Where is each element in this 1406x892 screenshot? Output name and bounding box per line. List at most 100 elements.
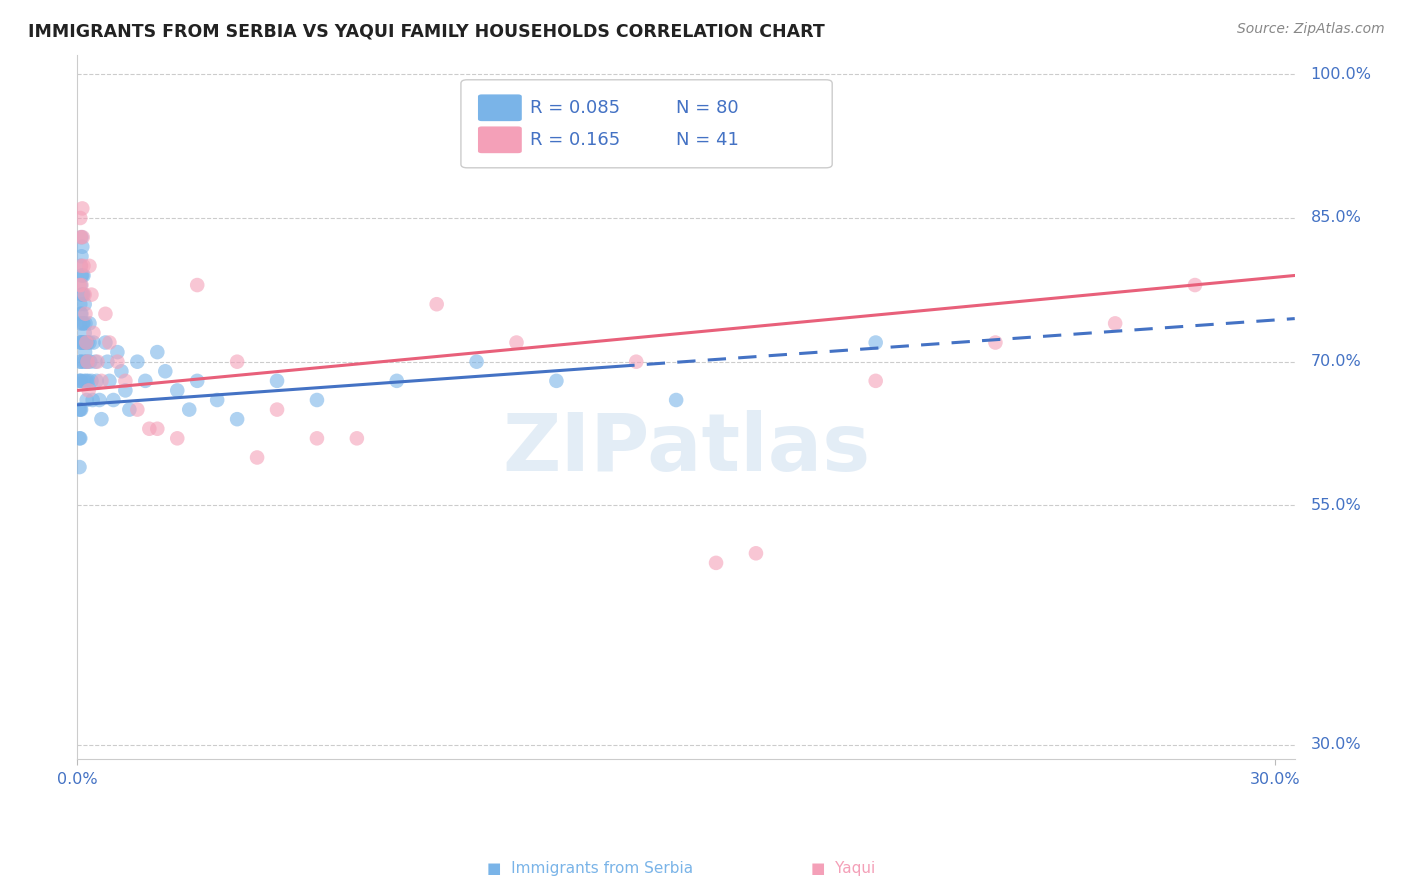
Point xyxy=(69,431,91,445)
Point xyxy=(77,374,100,388)
Point xyxy=(69,402,91,417)
Point xyxy=(72,268,94,283)
Point xyxy=(77,384,100,398)
Point xyxy=(865,374,887,388)
Point xyxy=(665,392,688,407)
Point xyxy=(73,287,96,301)
Text: N = 41: N = 41 xyxy=(676,131,740,149)
Text: IMMIGRANTS FROM SERBIA VS YAQUI FAMILY HOUSEHOLDS CORRELATION CHART: IMMIGRANTS FROM SERBIA VS YAQUI FAMILY H… xyxy=(28,22,825,40)
Point xyxy=(89,392,111,407)
Point xyxy=(69,431,91,445)
Point xyxy=(626,354,648,368)
Point xyxy=(146,422,169,436)
Text: R = 0.085: R = 0.085 xyxy=(530,99,620,117)
Point xyxy=(186,278,208,293)
Point xyxy=(75,335,97,350)
FancyBboxPatch shape xyxy=(461,79,832,168)
Point xyxy=(546,374,568,388)
Point xyxy=(70,278,93,293)
Point xyxy=(96,354,118,368)
Point xyxy=(82,335,104,350)
Point xyxy=(166,384,188,398)
Point xyxy=(107,345,129,359)
Point xyxy=(138,422,160,436)
Point xyxy=(73,297,96,311)
Point xyxy=(146,345,169,359)
Point xyxy=(72,287,94,301)
Point xyxy=(72,287,94,301)
Point xyxy=(70,307,93,321)
Point xyxy=(114,374,136,388)
Point xyxy=(94,335,117,350)
Point xyxy=(505,335,527,350)
Text: 100.0%: 100.0% xyxy=(1310,67,1372,82)
Point xyxy=(1184,278,1206,293)
Text: ■  Immigrants from Serbia: ■ Immigrants from Serbia xyxy=(488,861,693,876)
Point xyxy=(79,259,101,273)
Point xyxy=(69,374,91,388)
Point xyxy=(385,374,408,388)
Point xyxy=(73,374,96,388)
Point xyxy=(82,326,104,340)
Point xyxy=(70,374,93,388)
Point xyxy=(72,259,94,273)
Point xyxy=(72,202,94,216)
Point xyxy=(127,402,149,417)
Point xyxy=(69,259,91,273)
Point xyxy=(72,240,94,254)
Point xyxy=(70,249,93,263)
Point xyxy=(75,354,97,368)
Point xyxy=(704,556,727,570)
Text: 30.0%: 30.0% xyxy=(1310,738,1361,752)
Point xyxy=(76,354,98,368)
Text: 85.0%: 85.0% xyxy=(1310,211,1361,226)
Point xyxy=(69,460,91,475)
Point xyxy=(90,374,112,388)
Point xyxy=(186,374,208,388)
Point xyxy=(75,335,97,350)
Point xyxy=(118,402,141,417)
Point xyxy=(127,354,149,368)
Point xyxy=(79,354,101,368)
Point xyxy=(73,326,96,340)
Text: N = 80: N = 80 xyxy=(676,99,740,117)
Point xyxy=(70,287,93,301)
Point xyxy=(246,450,269,465)
Point xyxy=(76,392,98,407)
Point xyxy=(69,278,91,293)
Point xyxy=(76,354,98,368)
Point xyxy=(69,354,91,368)
Point xyxy=(166,431,188,445)
Point xyxy=(266,402,288,417)
Point xyxy=(107,354,129,368)
Point xyxy=(70,230,93,244)
Point xyxy=(205,392,228,407)
Point xyxy=(73,335,96,350)
Point xyxy=(745,546,768,560)
Point xyxy=(94,307,117,321)
Point xyxy=(226,412,249,426)
Point xyxy=(346,431,368,445)
Text: ■  Yaqui: ■ Yaqui xyxy=(811,861,876,876)
Point xyxy=(75,374,97,388)
Point xyxy=(69,335,91,350)
Point xyxy=(79,335,101,350)
Point xyxy=(426,297,449,311)
Point xyxy=(70,268,93,283)
Point xyxy=(72,317,94,331)
Point xyxy=(226,354,249,368)
Point xyxy=(69,297,91,311)
FancyBboxPatch shape xyxy=(478,95,522,121)
Point xyxy=(84,354,107,368)
Point xyxy=(86,374,108,388)
Point xyxy=(72,335,94,350)
Point xyxy=(98,374,121,388)
Point xyxy=(865,335,887,350)
Point xyxy=(179,402,201,417)
Point xyxy=(266,374,288,388)
Point xyxy=(103,392,125,407)
Point xyxy=(69,317,91,331)
Point xyxy=(72,230,94,244)
Point xyxy=(80,287,103,301)
Point xyxy=(72,268,94,283)
